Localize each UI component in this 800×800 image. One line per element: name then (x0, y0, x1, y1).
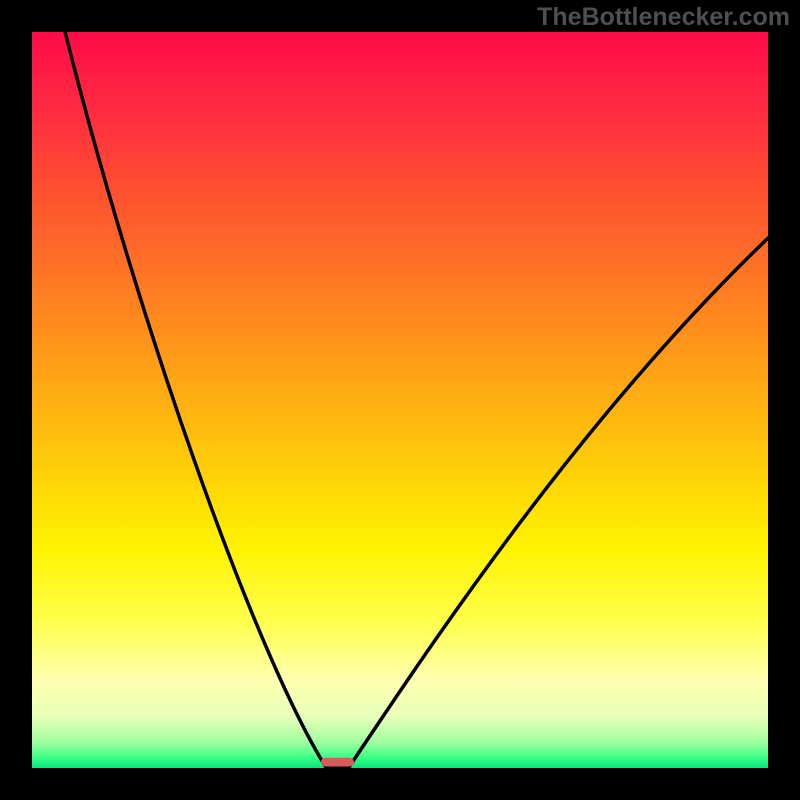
stage: TheBottlenecker.com (0, 0, 800, 800)
plot-svg (32, 32, 768, 768)
watermark-text: TheBottlenecker.com (537, 3, 790, 32)
minimum-marker (321, 758, 354, 767)
plot-background (32, 32, 768, 768)
